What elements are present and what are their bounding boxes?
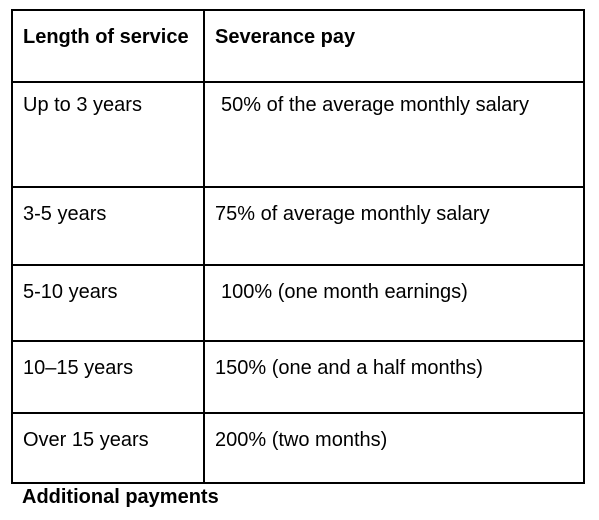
table-row: 3-5 years 75% of average monthly salary <box>11 186 585 266</box>
service-cell: Over 15 years <box>11 412 205 484</box>
pay-cell: 100% (one month earnings) <box>203 264 585 342</box>
table-row: Up to 3 years 50% of the average monthly… <box>11 81 585 188</box>
table-body: Up to 3 years 50% of the average monthly… <box>11 81 585 484</box>
table-row: 10–15 years 150% (one and a half months) <box>11 340 585 414</box>
table-row: 5-10 years 100% (one month earnings) <box>11 264 585 342</box>
table-header-row: Length of service Severance pay <box>11 9 585 83</box>
service-cell: Up to 3 years <box>11 81 205 188</box>
severance-table: Length of service Severance pay Up to 3 … <box>11 9 585 484</box>
table-header: Length of service Severance pay <box>11 9 585 83</box>
service-cell: 10–15 years <box>11 340 205 414</box>
pay-cell: 200% (two months) <box>203 412 585 484</box>
table-row: Over 15 years 200% (two months) <box>11 412 585 484</box>
service-cell: 5-10 years <box>11 264 205 342</box>
pay-cell: 50% of the average monthly salary <box>203 81 585 188</box>
pay-cell: 75% of average monthly salary <box>203 186 585 266</box>
pay-cell: 150% (one and a half months) <box>203 340 585 414</box>
additional-payments-heading: Additional payments <box>22 486 219 508</box>
header-severance-pay: Severance pay <box>203 9 585 83</box>
header-length-of-service: Length of service <box>11 9 205 83</box>
service-cell: 3-5 years <box>11 186 205 266</box>
